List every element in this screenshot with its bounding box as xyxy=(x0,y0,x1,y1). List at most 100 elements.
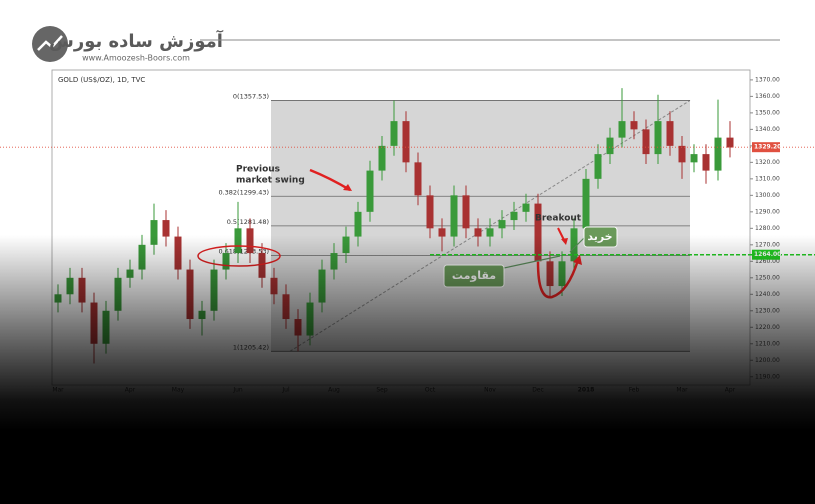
candle-body xyxy=(558,261,566,287)
candle-body xyxy=(150,220,158,245)
candle-body xyxy=(618,121,626,138)
x-tick-label: Apr xyxy=(125,387,136,394)
logo-url: www.Amoozesh-Boors.com xyxy=(82,54,190,63)
candle-body xyxy=(210,269,218,311)
x-tick-label: Jun xyxy=(232,387,243,394)
candle-body xyxy=(306,302,314,336)
y-tick-label: 1320.00 xyxy=(755,159,780,166)
y-tick-label: 1220.00 xyxy=(755,324,780,331)
candle-body xyxy=(642,129,650,155)
candle-body xyxy=(282,294,290,320)
candle-body xyxy=(630,121,638,130)
candle-body xyxy=(378,145,386,171)
candle-body xyxy=(114,277,122,311)
y-tick-label: 1230.00 xyxy=(755,307,780,314)
chart-title: GOLD (US$/OZ), 1D, TVC xyxy=(58,76,145,84)
x-tick-label: Aug xyxy=(328,387,340,394)
candle-body xyxy=(594,154,602,179)
y-tick-label: 1280.00 xyxy=(755,225,780,232)
candle-body xyxy=(546,261,554,287)
x-tick-label: Nov xyxy=(484,387,496,394)
candle-body xyxy=(582,178,590,229)
candle-body xyxy=(678,145,686,163)
candle-body xyxy=(354,211,362,237)
candle-body xyxy=(390,121,398,146)
candle-body xyxy=(138,244,146,270)
fib-label: 1(1205.42) xyxy=(233,343,269,351)
x-tick-label: Mar xyxy=(52,387,64,394)
x-tick-label: Jul xyxy=(281,387,290,394)
y-tick-label: 1210.00 xyxy=(755,340,780,347)
y-tick-label: 1200.00 xyxy=(755,357,780,364)
candle-body xyxy=(162,220,170,237)
candle-body xyxy=(426,195,434,229)
candle-body xyxy=(498,220,506,229)
candle-body xyxy=(510,211,518,221)
y-tick-label: 1240.00 xyxy=(755,291,780,298)
candle-body xyxy=(78,277,86,303)
candle-body xyxy=(726,137,734,148)
logo-title: آموزش ساده بورس xyxy=(49,29,224,52)
candle-body xyxy=(66,277,74,295)
x-tick-label: Mar xyxy=(676,387,688,394)
price-label: 1264.00 xyxy=(754,251,781,258)
candle-body xyxy=(402,121,410,163)
candle-body xyxy=(342,236,350,254)
candle-body xyxy=(174,236,182,270)
y-tick-label: 1310.00 xyxy=(755,175,780,182)
annotation: market swing xyxy=(236,176,305,186)
candle-body xyxy=(270,277,278,295)
annotation: Breakout xyxy=(535,214,582,224)
buy-label: خرید xyxy=(587,230,612,243)
candle-body xyxy=(486,228,494,237)
x-tick-label: Apr xyxy=(725,387,736,394)
annotation: Previous xyxy=(236,165,280,175)
candle-body xyxy=(414,162,422,196)
x-tick-label: Sep xyxy=(376,387,388,394)
y-tick-label: 1350.00 xyxy=(755,109,780,116)
fib-label: 0(1357.53) xyxy=(233,92,269,100)
candle-body xyxy=(102,310,110,344)
candle-body xyxy=(450,195,458,237)
y-tick-label: 1300.00 xyxy=(755,192,780,199)
y-tick-label: 1340.00 xyxy=(755,126,780,133)
candle-body xyxy=(534,203,542,262)
candle-body xyxy=(294,319,302,336)
candle-body xyxy=(186,269,194,320)
candle-body xyxy=(606,137,614,155)
y-tick-label: 1360.00 xyxy=(755,93,780,100)
candle-body xyxy=(366,170,374,212)
x-tick-label: Oct xyxy=(425,387,436,394)
candle-body xyxy=(246,228,254,254)
candle-body xyxy=(702,154,710,171)
y-tick-label: 1270.00 xyxy=(755,241,780,248)
candle-body xyxy=(54,294,62,303)
fib-label: 0.5(1281.48) xyxy=(227,218,269,226)
candle-body xyxy=(318,269,326,303)
y-tick-label: 1290.00 xyxy=(755,208,780,215)
candle-body xyxy=(474,228,482,237)
y-tick-label: 1370.00 xyxy=(755,76,780,83)
candle-body xyxy=(330,253,338,270)
candle-body xyxy=(126,269,134,278)
x-tick-label: Dec xyxy=(532,387,544,394)
price-label: 1329.20 xyxy=(754,144,781,151)
y-tick-label: 1250.00 xyxy=(755,274,780,281)
x-tick-label: Feb xyxy=(629,387,640,394)
fib-label: 0.382(1299.43) xyxy=(218,188,269,196)
resistance-label: مقاومت xyxy=(452,269,496,282)
candle-body xyxy=(522,203,530,212)
y-tick-label: 1190.00 xyxy=(755,373,780,380)
candle-body xyxy=(234,228,242,254)
candle-body xyxy=(438,228,446,237)
candle-body xyxy=(714,137,722,171)
candle-body xyxy=(222,253,230,270)
x-tick-label: 2018 xyxy=(578,387,595,394)
candle-body xyxy=(666,121,674,146)
x-tick-label: May xyxy=(172,387,185,394)
candle-body xyxy=(654,121,662,155)
candle-body xyxy=(690,154,698,163)
candle-body xyxy=(90,302,98,344)
